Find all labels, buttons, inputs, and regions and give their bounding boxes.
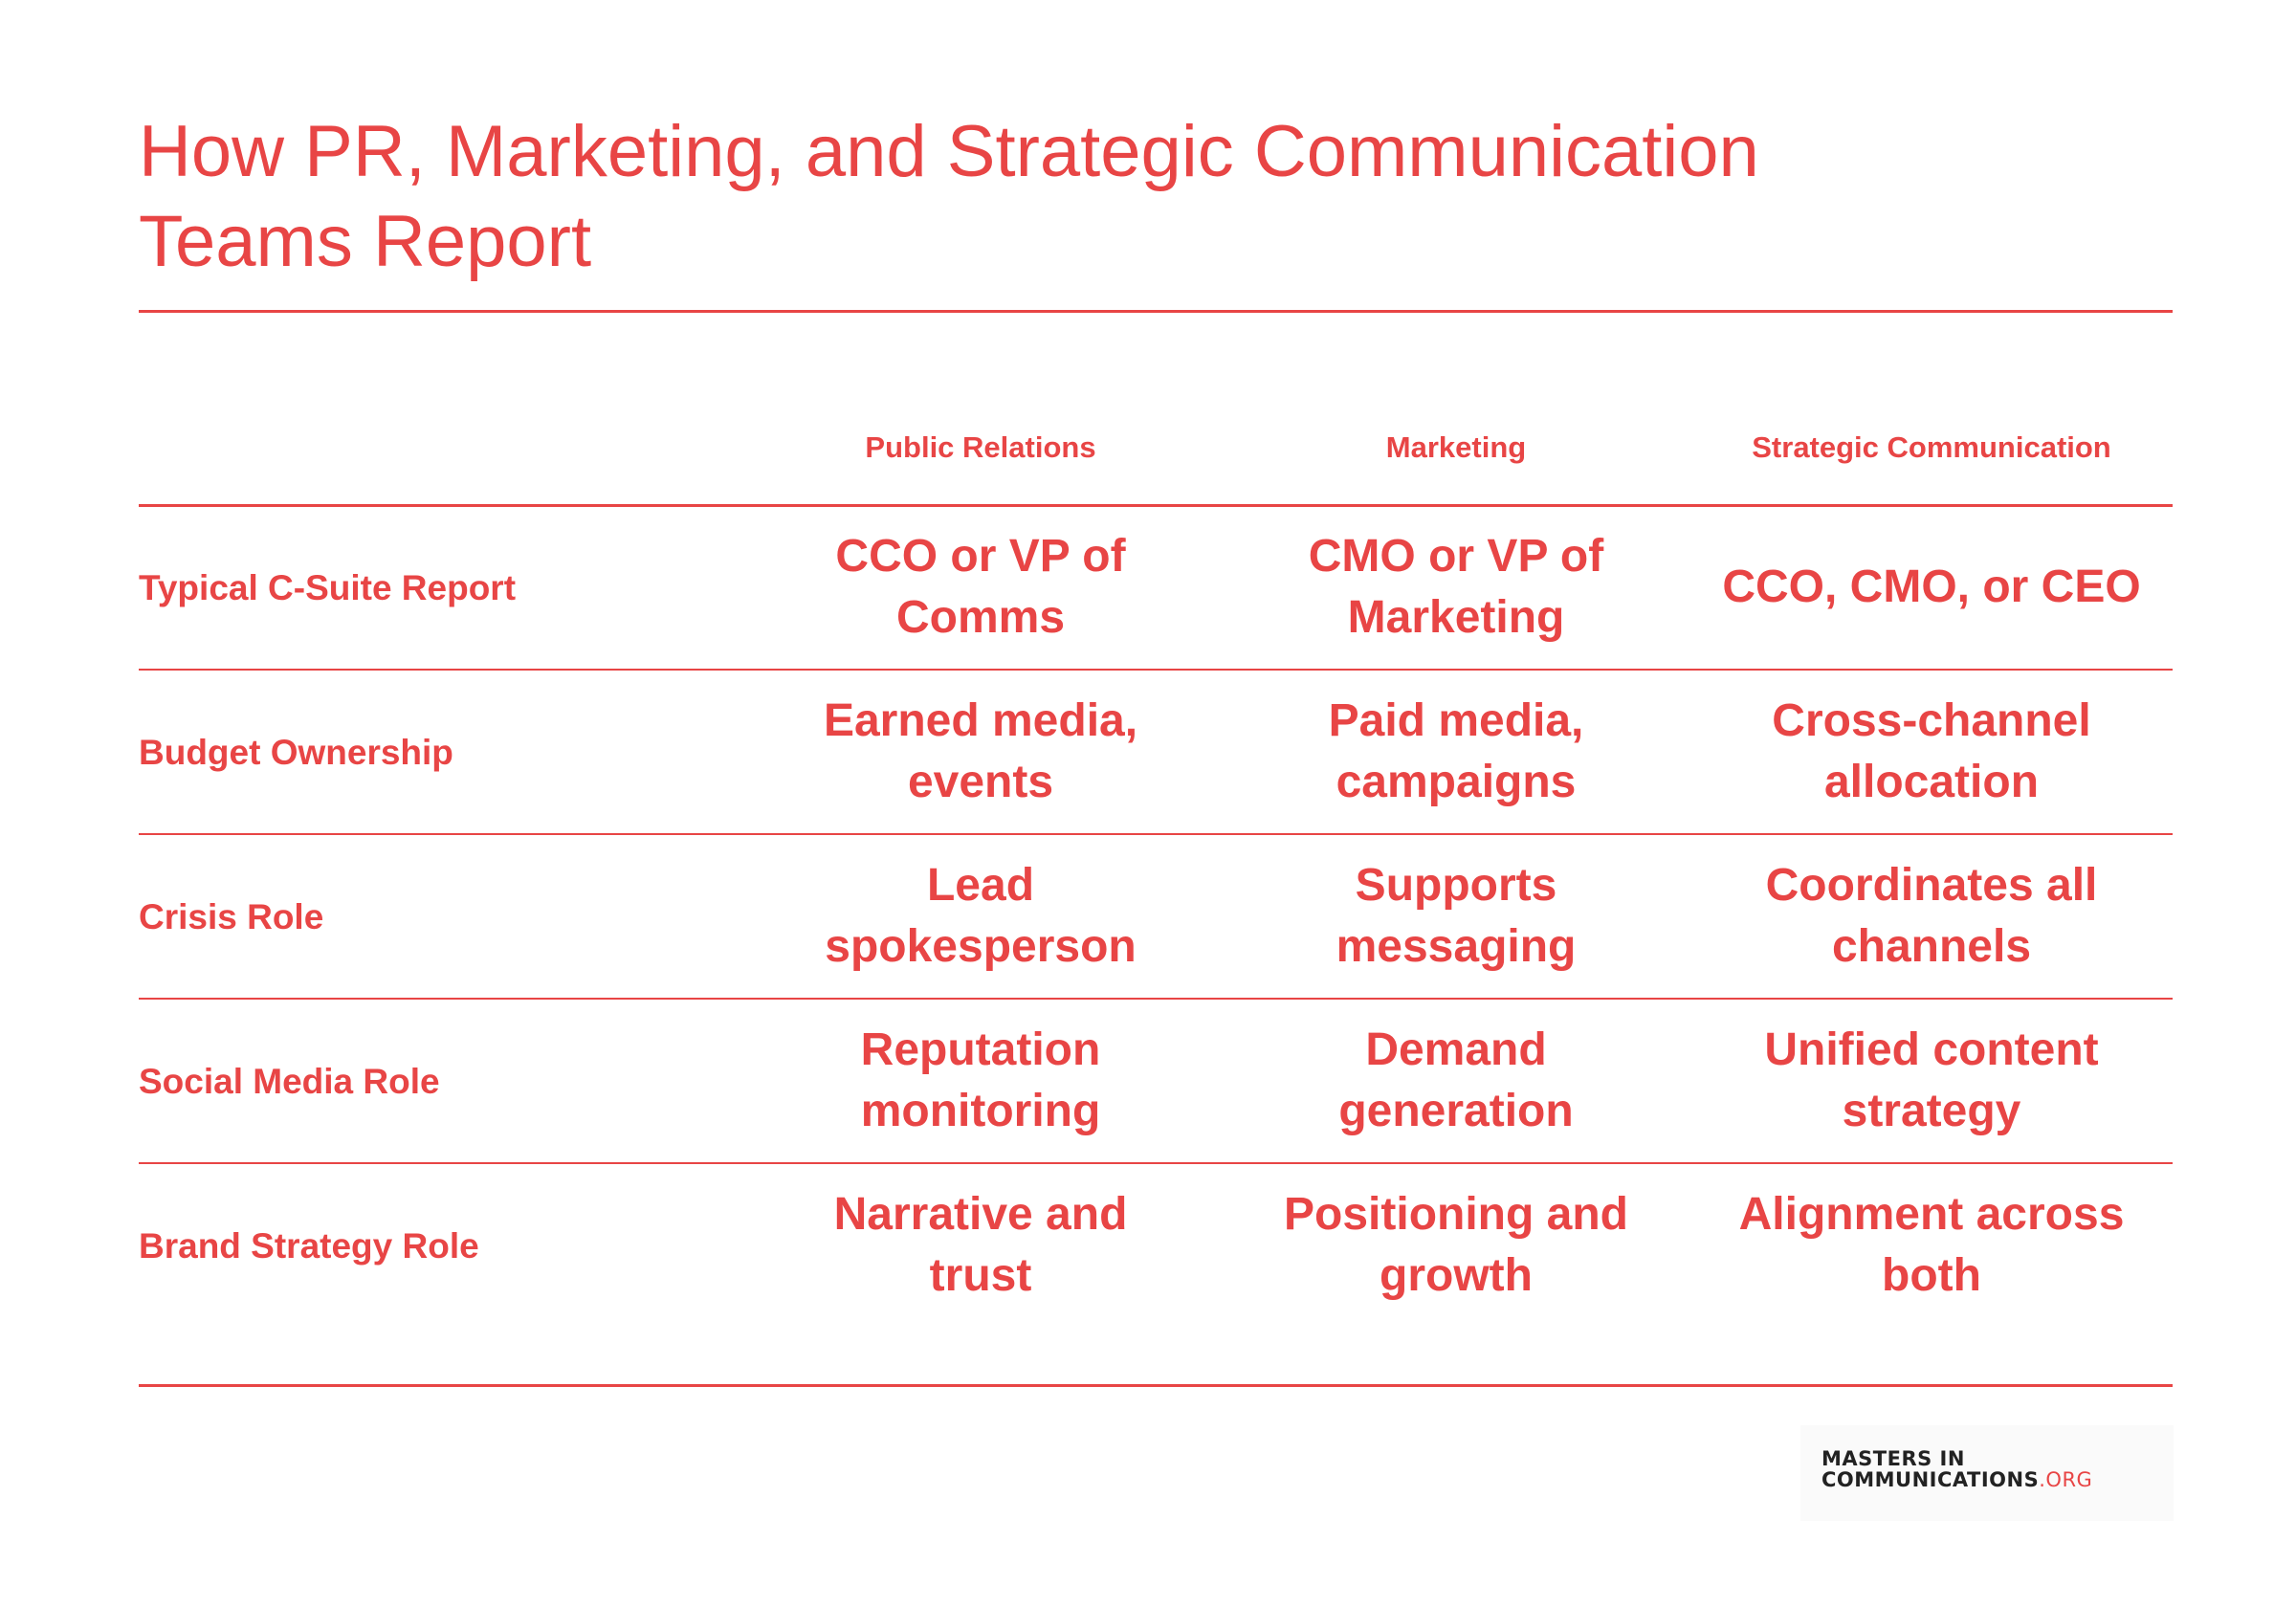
column-header-marketing: Marketing xyxy=(1385,430,1527,464)
cell-crisis-public-relations: Lead spokesperson xyxy=(756,855,1205,978)
cell-social-strategic-communication: Unified content strategy xyxy=(1707,1020,2156,1142)
cell-social-marketing: Demand generation xyxy=(1231,1020,1681,1142)
cell-c-suite-public-relations: CCO or VP of Comms xyxy=(756,526,1205,649)
row-label-budget-ownership: Budget Ownership xyxy=(139,733,453,772)
row-divider xyxy=(139,669,2173,671)
cell-line: growth xyxy=(1380,1250,1533,1301)
cell-line: Reputation xyxy=(860,1024,1101,1075)
row-divider xyxy=(139,833,2173,835)
cell-line: Supports xyxy=(1355,860,1557,911)
column-header-strategic-communication: Strategic Communication xyxy=(1752,430,2111,464)
cell-crisis-marketing: Supports messaging xyxy=(1231,855,1681,978)
cell-line: strategy xyxy=(1842,1086,2021,1136)
cell-line: CCO or VP of xyxy=(835,531,1126,582)
cell-line: allocation xyxy=(1823,757,2040,807)
cell-line: messaging xyxy=(1336,921,1577,972)
header-divider xyxy=(139,504,2173,507)
cell-line: campaigns xyxy=(1336,757,1577,807)
cell-crisis-strategic-communication: Coordinates all channels xyxy=(1707,855,2156,978)
cell-line: trust xyxy=(929,1250,1032,1301)
cell-c-suite-marketing: CMO or VP of Marketing xyxy=(1231,526,1681,649)
logo-suffix: .ORG xyxy=(2039,1468,2093,1491)
mastersincommunications-logo: MASTERS IN COMMUNICATIONS.ORG xyxy=(1800,1425,2174,1521)
cell-line: CCO, CMO, or CEO xyxy=(1722,561,2141,612)
page-title: How PR, Marketing, and Strategic Communi… xyxy=(139,107,2052,287)
cell-line: Marketing xyxy=(1347,592,1565,643)
title-divider xyxy=(139,310,2173,313)
cell-line: Positioning and xyxy=(1284,1189,1628,1240)
cell-line: CMO or VP of xyxy=(1308,531,1604,582)
cell-line: Paid media, xyxy=(1328,695,1584,746)
cell-line: events xyxy=(907,757,1054,807)
cell-line: channels xyxy=(1831,921,2032,972)
cell-budget-marketing: Paid media, campaigns xyxy=(1231,691,1681,813)
cell-social-public-relations: Reputation monitoring xyxy=(756,1020,1205,1142)
cell-brand-marketing: Positioning and growth xyxy=(1231,1184,1681,1307)
cell-line: generation xyxy=(1338,1086,1574,1136)
cell-c-suite-strategic-communication: CCO, CMO, or CEO xyxy=(1707,557,2156,618)
column-header-public-relations: Public Relations xyxy=(865,430,1096,464)
cell-line: both xyxy=(1882,1250,1981,1301)
cell-brand-public-relations: Narrative and trust xyxy=(756,1184,1205,1307)
cell-line: spokesperson xyxy=(825,921,1137,972)
cell-line: Demand xyxy=(1365,1024,1547,1075)
logo-line-1: MASTERS IN xyxy=(1821,1447,1965,1470)
row-label-typical-c-suite-report: Typical C-Suite Report xyxy=(139,568,517,607)
title-line-2: Teams Report xyxy=(139,201,592,282)
title-line-1: How PR, Marketing, and Strategic Communi… xyxy=(139,111,1759,192)
row-label-social-media-role: Social Media Role xyxy=(139,1062,440,1101)
cell-brand-strategic-communication: Alignment across both xyxy=(1707,1184,2156,1307)
cell-line: Cross-channel xyxy=(1772,695,2091,746)
cell-line: monitoring xyxy=(860,1086,1101,1136)
logo-word: COMMUNICATIONS xyxy=(1821,1468,2040,1491)
row-label-brand-strategy-role: Brand Strategy Role xyxy=(139,1226,479,1266)
cell-line: Narrative and xyxy=(833,1189,1128,1240)
cell-line: Comms xyxy=(895,592,1066,643)
row-divider xyxy=(139,1162,2173,1164)
row-divider xyxy=(139,998,2173,1000)
cell-line: Earned media, xyxy=(823,695,1138,746)
cell-budget-public-relations: Earned media, events xyxy=(756,691,1205,813)
table-bottom-divider xyxy=(139,1384,2173,1387)
cell-line: Unified content xyxy=(1764,1024,2099,1075)
logo-line-2: COMMUNICATIONS.ORG xyxy=(1821,1469,2092,1490)
cell-line: Lead xyxy=(926,860,1035,911)
cell-budget-strategic-communication: Cross-channel allocation xyxy=(1707,691,2156,813)
cell-line: Coordinates all xyxy=(1765,860,2098,911)
cell-line: Alignment across xyxy=(1738,1189,2125,1240)
row-label-crisis-role: Crisis Role xyxy=(139,897,324,936)
